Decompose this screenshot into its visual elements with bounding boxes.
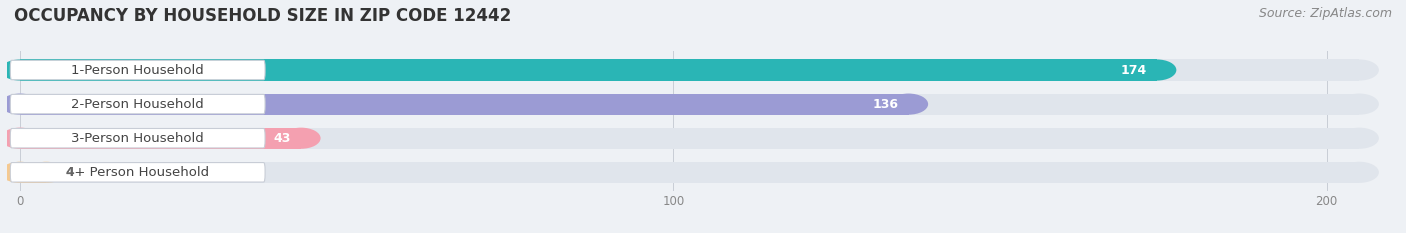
- Bar: [20, 59, 1157, 81]
- Ellipse shape: [889, 93, 928, 115]
- Text: 1-Person Household: 1-Person Household: [72, 64, 204, 76]
- Text: 136: 136: [873, 98, 898, 111]
- Ellipse shape: [27, 162, 66, 183]
- Ellipse shape: [0, 128, 39, 149]
- FancyBboxPatch shape: [10, 60, 266, 80]
- Ellipse shape: [0, 93, 39, 115]
- Bar: [20, 128, 1360, 149]
- Ellipse shape: [0, 59, 39, 81]
- Text: Source: ZipAtlas.com: Source: ZipAtlas.com: [1258, 7, 1392, 20]
- Text: 174: 174: [1121, 64, 1147, 76]
- Text: 2-Person Household: 2-Person Household: [72, 98, 204, 111]
- Text: 4+ Person Household: 4+ Person Household: [66, 166, 209, 179]
- Ellipse shape: [281, 128, 321, 149]
- Ellipse shape: [1340, 59, 1379, 81]
- Bar: [20, 59, 1360, 81]
- Ellipse shape: [1137, 59, 1177, 81]
- Bar: [20, 128, 301, 149]
- Ellipse shape: [0, 162, 39, 183]
- Ellipse shape: [1340, 128, 1379, 149]
- Text: 43: 43: [274, 132, 291, 145]
- Ellipse shape: [0, 59, 39, 81]
- Bar: [20, 162, 1360, 183]
- Text: OCCUPANCY BY HOUSEHOLD SIZE IN ZIP CODE 12442: OCCUPANCY BY HOUSEHOLD SIZE IN ZIP CODE …: [14, 7, 512, 25]
- FancyBboxPatch shape: [10, 128, 266, 148]
- Ellipse shape: [0, 93, 39, 115]
- Text: 4: 4: [66, 166, 75, 179]
- Bar: [20, 93, 1360, 115]
- Ellipse shape: [0, 128, 39, 149]
- Ellipse shape: [0, 162, 39, 183]
- Ellipse shape: [1340, 162, 1379, 183]
- Bar: [20, 162, 46, 183]
- FancyBboxPatch shape: [10, 163, 266, 182]
- FancyBboxPatch shape: [10, 94, 266, 114]
- Bar: [20, 93, 908, 115]
- Ellipse shape: [1340, 93, 1379, 115]
- Text: 3-Person Household: 3-Person Household: [72, 132, 204, 145]
